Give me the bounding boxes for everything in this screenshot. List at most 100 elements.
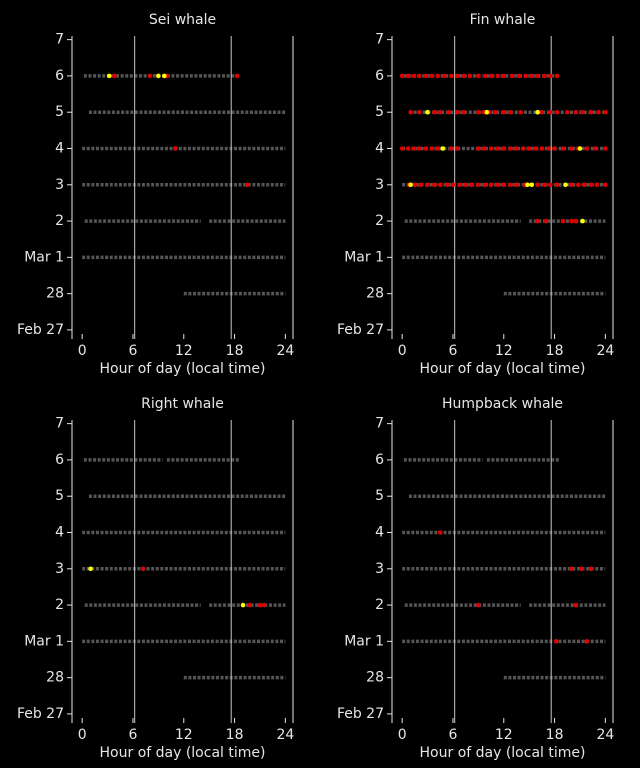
detection [603, 146, 608, 151]
panel-title: Sei whale [149, 12, 216, 28]
detection [442, 73, 447, 79]
x-tick-label: 6 [129, 343, 138, 359]
x-axis-label: Hour of day (local time) [420, 361, 586, 377]
detection [508, 182, 513, 188]
detection [553, 639, 559, 644]
x-tick-label: 0 [398, 343, 407, 359]
detection [437, 182, 443, 188]
detection [514, 182, 519, 188]
y-tick-label: 4 [375, 140, 384, 156]
detection [156, 73, 161, 79]
detection [432, 182, 437, 188]
detection [88, 566, 93, 572]
y-tick-label: Mar 1 [344, 633, 384, 649]
detection [592, 146, 598, 151]
detection [529, 73, 535, 79]
detection [543, 218, 549, 224]
detection [488, 182, 494, 188]
detection [588, 109, 594, 115]
detection [573, 218, 579, 224]
detection [437, 530, 443, 535]
detection [454, 109, 460, 115]
detection [425, 182, 430, 188]
detection [508, 146, 513, 151]
y-tick-label: 2 [375, 213, 384, 229]
detection [518, 109, 524, 115]
detection [577, 146, 583, 151]
detection [526, 146, 532, 151]
y-tick-label: 4 [375, 524, 384, 540]
detection [412, 182, 418, 188]
detection [516, 73, 522, 79]
y-tick-label: Mar 1 [344, 249, 384, 265]
y-tick-label: 2 [55, 597, 64, 613]
y-tick-label: Mar 1 [24, 249, 64, 265]
x-axis-label: Hour of day (local time) [100, 745, 266, 761]
detection [501, 182, 507, 188]
detection [240, 602, 246, 608]
detection [495, 73, 501, 79]
detection [481, 146, 487, 151]
detection [603, 182, 608, 188]
detection [467, 73, 473, 79]
detection [437, 109, 443, 115]
detection [418, 182, 424, 188]
panel-title: Humpback whale [442, 396, 563, 412]
x-tick-label: 6 [129, 727, 138, 743]
detection [542, 182, 547, 188]
detection [535, 109, 540, 115]
detection [423, 73, 429, 79]
detection [444, 182, 450, 188]
detection [535, 73, 540, 79]
detection [476, 182, 481, 188]
detection [581, 182, 587, 188]
y-tick-label: 2 [55, 213, 64, 229]
detection [463, 182, 468, 188]
detection [552, 146, 557, 151]
y-tick-label: 3 [375, 177, 384, 193]
detection [533, 146, 539, 151]
detection [261, 602, 267, 608]
detection [523, 73, 529, 79]
detection [514, 146, 519, 151]
detection [546, 146, 551, 151]
detection [423, 146, 429, 151]
detection [575, 182, 581, 188]
detection [584, 146, 590, 151]
detection [450, 182, 456, 188]
y-tick-label: 6 [55, 68, 64, 84]
detection [542, 73, 547, 79]
detection [493, 109, 498, 115]
detection [476, 109, 481, 115]
detection [481, 109, 486, 115]
detection [411, 146, 417, 151]
detection [548, 73, 553, 79]
detection [495, 146, 501, 151]
y-tick-label: 28 [46, 286, 64, 302]
y-tick-label: 7 [375, 416, 384, 432]
detection [234, 73, 240, 79]
detection [573, 109, 579, 115]
x-tick-label: 18 [546, 343, 564, 359]
detection [432, 109, 437, 115]
y-tick-label: 7 [55, 32, 64, 48]
y-tick-label: 4 [55, 524, 64, 540]
x-tick-label: 0 [78, 343, 87, 359]
detection [482, 182, 488, 188]
x-tick-label: 24 [596, 727, 614, 743]
detection [560, 146, 566, 151]
x-axis-label: Hour of day (local time) [420, 745, 586, 761]
detection [106, 73, 112, 79]
detection [580, 218, 585, 224]
y-tick-label: Feb 27 [17, 322, 64, 338]
detection [461, 73, 467, 79]
detection [408, 182, 413, 188]
y-tick-label: 5 [55, 488, 64, 504]
detection [569, 146, 574, 151]
detection [548, 109, 553, 115]
detection [429, 73, 435, 79]
x-tick-label: 0 [78, 727, 87, 743]
detection [482, 73, 488, 79]
detection [588, 566, 594, 572]
